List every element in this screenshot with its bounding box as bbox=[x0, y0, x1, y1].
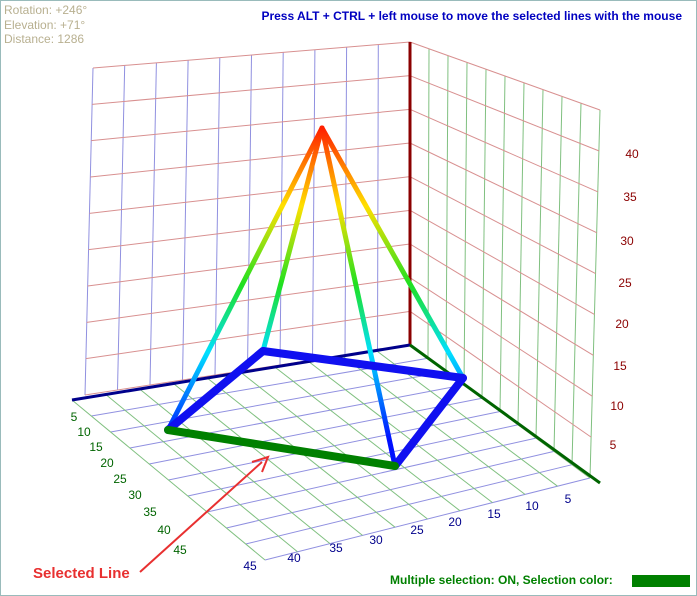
grid-line bbox=[409, 310, 592, 438]
instruction: Press ALT + CTRL + left mouse to move th… bbox=[261, 9, 682, 23]
grid-line bbox=[149, 62, 157, 386]
x-tick-label: 30 bbox=[128, 488, 142, 502]
grid-line bbox=[342, 355, 526, 495]
y-axis bbox=[409, 343, 601, 485]
status: Multiple selection: ON, Selection color: bbox=[390, 573, 613, 587]
selected-line[interactable] bbox=[164, 426, 399, 470]
x-tick-label: 40 bbox=[157, 523, 171, 537]
grid-line bbox=[499, 75, 506, 412]
grid-line bbox=[88, 209, 411, 251]
grid-line bbox=[571, 103, 582, 465]
tick-labels: 4035302520151055101520253035404545403530… bbox=[71, 147, 639, 573]
grid-line bbox=[553, 96, 563, 452]
annotation: Selected Line bbox=[33, 565, 130, 582]
grid-line bbox=[409, 75, 600, 152]
grid-line bbox=[308, 361, 493, 503]
y-tick-label: 25 bbox=[410, 523, 424, 537]
grid-line bbox=[274, 366, 461, 512]
distance: Distance: 1286 bbox=[4, 32, 84, 46]
z-tick-label: 40 bbox=[625, 147, 639, 161]
grid-line bbox=[409, 209, 595, 315]
grid-line bbox=[117, 65, 126, 391]
y-tick-label: 40 bbox=[287, 551, 301, 565]
rotation: Rotation: +246° bbox=[4, 3, 87, 17]
z-tick-label: 30 bbox=[620, 234, 634, 248]
y-tick-label: 10 bbox=[525, 499, 539, 513]
y-tick-label: 15 bbox=[487, 507, 501, 521]
grid-line bbox=[409, 243, 594, 356]
grid-line bbox=[91, 108, 411, 142]
grid-line bbox=[90, 142, 411, 178]
x-tick-label: 20 bbox=[100, 456, 114, 470]
grid-line bbox=[481, 69, 487, 399]
grid-line bbox=[377, 44, 379, 351]
grid-line bbox=[427, 48, 430, 359]
pyramid-base bbox=[164, 347, 467, 470]
x-tick-label: 35 bbox=[143, 505, 157, 519]
x-tick-label: 10 bbox=[77, 425, 91, 439]
grid-line bbox=[535, 89, 544, 439]
x-tick-label: 5 bbox=[71, 410, 78, 424]
grid-line bbox=[105, 394, 298, 553]
pyramid-edges bbox=[165, 125, 466, 469]
y-tick-label: 35 bbox=[329, 541, 343, 555]
x-tick-label: 15 bbox=[89, 440, 103, 454]
grid-line bbox=[92, 75, 411, 105]
grid-line bbox=[139, 388, 331, 544]
arrow-head bbox=[251, 455, 270, 473]
y-tick-label: 45 bbox=[243, 559, 257, 573]
grid-line bbox=[409, 277, 593, 397]
grid-line bbox=[409, 142, 597, 234]
grid-line bbox=[344, 47, 348, 356]
grid-line bbox=[240, 372, 428, 520]
grid-line bbox=[89, 176, 411, 214]
grid-line bbox=[182, 60, 189, 381]
grid-line bbox=[463, 62, 468, 385]
x-tick-label: 25 bbox=[113, 472, 127, 486]
arrow bbox=[139, 461, 263, 573]
grid-line bbox=[589, 109, 601, 479]
z-tick-label: 35 bbox=[623, 190, 637, 204]
grid-line bbox=[409, 108, 598, 193]
z-tick-label: 20 bbox=[615, 317, 629, 331]
grid-line bbox=[84, 67, 94, 396]
grid-line bbox=[71, 399, 266, 561]
elevation: Elevation: +71° bbox=[4, 18, 85, 32]
grid-line bbox=[445, 55, 449, 372]
grid-line bbox=[214, 57, 221, 376]
grid-line bbox=[409, 41, 601, 111]
selection-color bbox=[632, 575, 690, 587]
z-tick-label: 25 bbox=[618, 276, 632, 290]
grid-line bbox=[85, 310, 411, 360]
grid-line bbox=[517, 82, 525, 425]
grid-line bbox=[87, 243, 411, 287]
y-tick-label: 30 bbox=[369, 533, 383, 547]
grid-line bbox=[247, 54, 252, 371]
grid-line bbox=[409, 176, 596, 274]
y-tick-label: 5 bbox=[565, 492, 572, 506]
y-tick-label: 20 bbox=[448, 515, 462, 529]
z-tick-label: 15 bbox=[613, 359, 627, 373]
grid-line bbox=[92, 41, 411, 69]
grid-line bbox=[312, 49, 316, 361]
z-tick-label: 5 bbox=[610, 438, 617, 452]
x-tick-label: 45 bbox=[173, 543, 187, 557]
z-tick-label: 10 bbox=[610, 399, 624, 413]
